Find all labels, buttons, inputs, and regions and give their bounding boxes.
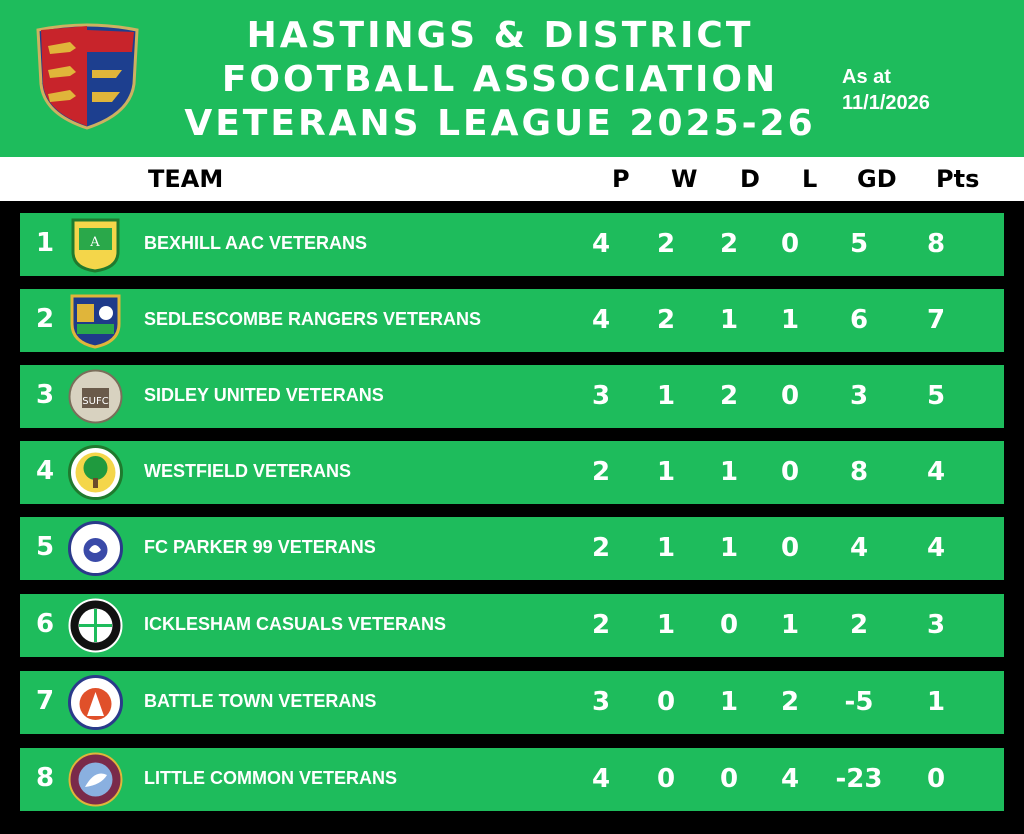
played-value: 3 [591,381,611,411]
header-banner: HASTINGS & DISTRICT FOOTBALL ASSOCIATION… [0,0,1024,157]
goal-difference-value: -5 [844,687,874,717]
points-value: 0 [926,764,946,794]
position: 3 [36,380,55,410]
drawn-value: 2 [719,381,739,411]
won-value: 2 [656,305,676,335]
as-at-value: 11/1/2026 [842,92,930,114]
won-value: 1 [656,457,676,487]
icklesham-casuals-badge-icon [67,597,124,654]
drawn-value: 1 [719,533,739,563]
team-name: BATTLE TOWN VETERANS [144,691,377,711]
played-value: 2 [591,457,611,487]
drawn-value: 2 [719,229,739,259]
battle-town-badge-icon [67,674,124,731]
lost-value: 0 [780,381,800,411]
lost-value: 4 [780,764,800,794]
drawn-value: 0 [719,610,739,640]
as-at-label: As at [842,66,891,88]
goal-difference-value: 5 [849,229,869,259]
fc-parker-badge-icon [67,520,124,577]
team-name: WESTFIELD VETERANS [144,461,352,481]
lost-value: 2 [780,687,800,717]
points-value: 4 [926,457,946,487]
column-drawn: D [740,165,760,193]
table-row: 6 ICKLESHAM CASUALS VETERANS 2 1 0 1 2 3 [20,594,1004,657]
column-played: P [612,165,630,193]
title-line-3: VETERANS LEAGUE 2025-26 [184,103,816,144]
played-value: 4 [591,764,611,794]
won-value: 0 [656,687,676,717]
won-value: 1 [656,610,676,640]
won-value: 2 [656,229,676,259]
team-name: SEDLESCOMBE RANGERS VETERANS [144,309,482,329]
little-common-badge-icon [67,751,124,808]
played-value: 4 [591,305,611,335]
goal-difference-value: -23 [835,764,883,794]
points-value: 3 [926,610,946,640]
bexhill-aac-badge-icon: A [67,216,124,273]
goal-difference-value: 8 [849,457,869,487]
drawn-value: 1 [719,687,739,717]
won-value: 1 [656,533,676,563]
position: 2 [36,304,55,334]
table-row: 2 SEDLESCOMBE RANGERS VETERANS 4 2 1 1 6 7 [20,289,1004,352]
position: 1 [36,228,55,258]
title-line-1: HASTINGS & DISTRICT [246,15,754,56]
played-value: 3 [591,687,611,717]
table-row: 8 LITTLE COMMON VETERANS 4 0 0 4 -23 0 [20,748,1004,811]
drawn-value: 1 [719,305,739,335]
goal-difference-value: 3 [849,381,869,411]
team-name: LITTLE COMMON VETERANS [144,768,397,788]
played-value: 2 [591,610,611,640]
table-row: 3 SUFC SIDLEY UNITED VETERANS 3 1 2 0 3 5 [20,365,1004,428]
position: 6 [36,609,55,639]
column-header-bar: TEAM P W D L GD Pts [0,157,1024,201]
svg-text:A: A [89,235,100,250]
lost-value: 0 [780,457,800,487]
goal-difference-value: 6 [849,305,869,335]
points-value: 4 [926,533,946,563]
lost-value: 1 [780,610,800,640]
page-title: HASTINGS & DISTRICT FOOTBALL ASSOCIATION… [160,14,840,146]
position: 4 [36,456,55,486]
column-points: Pts [936,165,980,193]
position: 7 [36,686,55,716]
team-name: ICKLESHAM CASUALS VETERANS [144,614,447,634]
position: 8 [36,763,55,793]
points-value: 7 [926,305,946,335]
sidley-united-badge-icon: SUFC [67,368,124,425]
heraldic-shield-icon [36,23,139,130]
won-value: 0 [656,764,676,794]
lost-value: 1 [780,305,800,335]
drawn-value: 0 [719,764,739,794]
won-value: 1 [656,381,676,411]
drawn-value: 1 [719,457,739,487]
sedlescombe-rangers-badge-icon [67,292,124,349]
table-row: 1 A BEXHILL AAC VETERANS 4 2 2 0 5 8 [20,213,1004,276]
team-name: FC PARKER 99 VETERANS [144,537,376,557]
svg-text:SUFC: SUFC [82,396,108,407]
lost-value: 0 [780,533,800,563]
as-at-date: As at 11/1/2026 [842,64,930,116]
points-value: 8 [926,229,946,259]
title-line-2: FOOTBALL ASSOCIATION [221,59,779,100]
position: 5 [36,532,55,562]
played-value: 4 [591,229,611,259]
column-team: TEAM [148,165,224,193]
column-won: W [671,165,698,193]
westfield-tree-badge-icon [67,444,124,501]
table-row: 5 FC PARKER 99 VETERANS 2 1 1 0 4 4 [20,517,1004,580]
goal-difference-value: 2 [849,610,869,640]
goal-difference-value: 4 [849,533,869,563]
team-name: SIDLEY UNITED VETERANS [144,385,384,405]
table-row: 7 BATTLE TOWN VETERANS 3 0 1 2 -5 1 [20,671,1004,734]
team-name: BEXHILL AAC VETERANS [144,233,368,253]
played-value: 2 [591,533,611,563]
column-lost: L [802,165,818,193]
points-value: 1 [926,687,946,717]
table-row: 4 WESTFIELD VETERANS 2 1 1 0 8 4 [20,441,1004,504]
lost-value: 0 [780,229,800,259]
column-goal-difference: GD [857,165,897,193]
points-value: 5 [926,381,946,411]
